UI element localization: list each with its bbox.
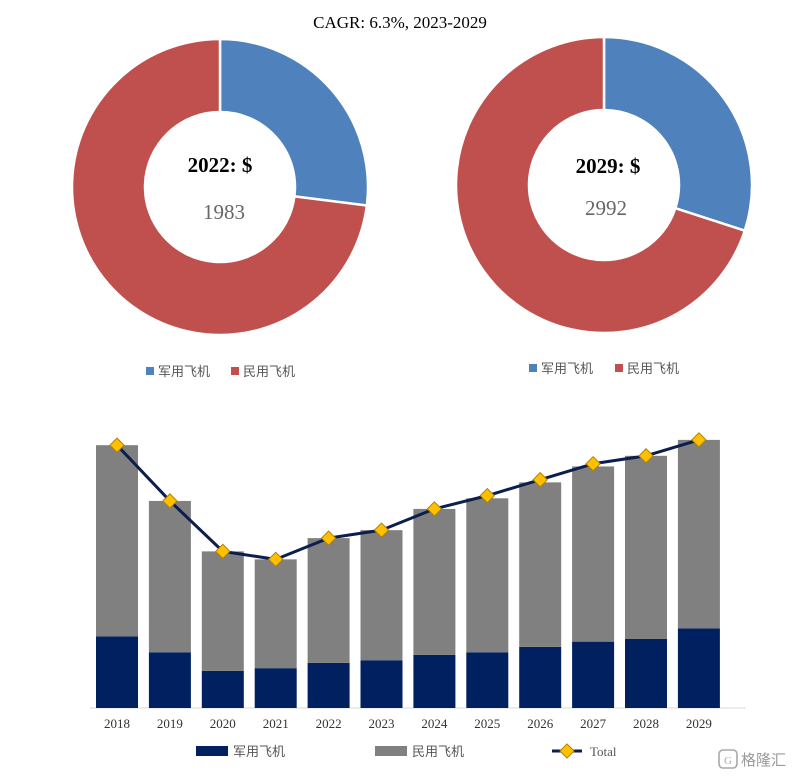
bar-civil-2020 (201, 551, 244, 671)
legend-marker-total (559, 743, 575, 759)
bar-civil-2023 (360, 530, 403, 661)
legend-swatch-military (529, 364, 537, 372)
total-marker-2029 (691, 432, 707, 448)
x-tick-label: 2021 (263, 716, 289, 731)
stacked-bar-chart: 2018 2019 2020 2021 2022 2023 2024 2025 2026 2027… (90, 432, 746, 731)
bar-military-2026 (519, 646, 562, 708)
legend-label-total: Total (590, 744, 617, 759)
x-tick-label: 2024 (421, 716, 448, 731)
bar-military-2023 (360, 660, 403, 708)
x-tick-label: 2028 (633, 716, 659, 731)
bar-civil-2028 (625, 455, 667, 639)
legend-swatch-civil-bar (375, 746, 407, 756)
x-tick-label: 2022 (316, 716, 342, 731)
x-tick-label: 2029 (686, 716, 712, 731)
watermark: G 格隆汇 (718, 749, 786, 769)
legend-swatch-civil (231, 367, 239, 375)
x-tick-label: 2023 (369, 716, 395, 731)
total-marker-2023 (373, 522, 390, 538)
donut-chart-2029 (454, 35, 754, 335)
bar-military-2024 (413, 654, 456, 708)
legend-swatch-military (146, 367, 154, 375)
total-marker-2024 (426, 501, 443, 517)
total-marker-2020 (215, 543, 231, 560)
total-marker-2027 (585, 456, 601, 472)
donut-2022-center-value: 1983 (203, 200, 245, 224)
donut-2029-center-title: 2029: $ (576, 154, 641, 178)
bar-military-2022 (307, 662, 350, 708)
total-marker-2019 (162, 493, 178, 509)
watermark-logo-glyph: G (724, 755, 732, 767)
total-line (115, 438, 700, 561)
bar-military-2020 (201, 670, 244, 708)
bar-military-2025 (466, 652, 509, 708)
bar-military-2027 (572, 641, 615, 708)
donut-2029-center-value: 2992 (585, 196, 627, 220)
x-tick-label: 2027 (580, 716, 607, 731)
total-marker-2025 (479, 487, 496, 504)
bar-civil-2029 (677, 439, 720, 629)
legend-swatch-military-bar (196, 746, 228, 756)
legend-label-civil-bar: 民用飞机 (412, 745, 464, 760)
bar-civil-2018 (96, 445, 138, 637)
x-tick-label: 2020 (210, 716, 236, 731)
total-marker-2026 (532, 471, 548, 488)
bar-civil-2026 (519, 482, 562, 647)
bar-military-2029 (677, 628, 720, 708)
donut-slice-civil (454, 35, 747, 335)
watermark-logo-icon (718, 749, 738, 769)
bar-civil-2021 (254, 559, 297, 669)
legend-label-civil: 民用飞机 (243, 365, 295, 380)
donut-chart-2022 (70, 37, 370, 337)
x-tick-label: 2018 (104, 716, 130, 731)
bar-military-2028 (625, 638, 667, 708)
donut-2022-legend: 军用飞机 民用飞机 (146, 365, 295, 380)
total-marker-2021 (267, 551, 284, 568)
total-marker-2022 (320, 530, 337, 546)
bar-civil-2024 (413, 508, 456, 655)
donut-2022-center-title: 2022: $ (188, 153, 253, 177)
legend-label-military-bar: 军用飞机 (233, 745, 285, 760)
donut-slice-military (218, 37, 370, 207)
legend-label-military: 军用飞机 (158, 365, 210, 380)
total-marker-2028 (638, 448, 654, 464)
legend-label-military: 军用飞机 (541, 362, 593, 377)
chart-headline: CAGR: 6.3%, 2023-2029 (313, 13, 487, 32)
donut-slice-civil (70, 37, 369, 337)
bar-civil-2027 (572, 466, 615, 642)
legend-label-civil: 民用飞机 (627, 362, 679, 377)
donut-2029-legend: 军用飞机 民用飞机 (529, 362, 679, 377)
bar-civil-2025 (466, 498, 509, 653)
x-tick-label: 2025 (474, 716, 500, 731)
bar-chart-legend: 军用飞机 民用飞机 Total (196, 743, 617, 760)
x-tick-label: 2019 (157, 716, 183, 731)
x-tick-label: 2026 (527, 716, 554, 731)
bar-civil-2022 (307, 538, 350, 663)
legend-swatch-civil (615, 364, 623, 372)
bar-military-2018 (96, 636, 138, 708)
bar-military-2019 (148, 652, 191, 708)
donut-slice-military (602, 35, 754, 233)
bar-military-2021 (254, 668, 297, 708)
total-marker-2018 (109, 437, 125, 453)
bar-civil-2019 (148, 500, 191, 653)
watermark-text: 格隆汇 (741, 751, 786, 769)
